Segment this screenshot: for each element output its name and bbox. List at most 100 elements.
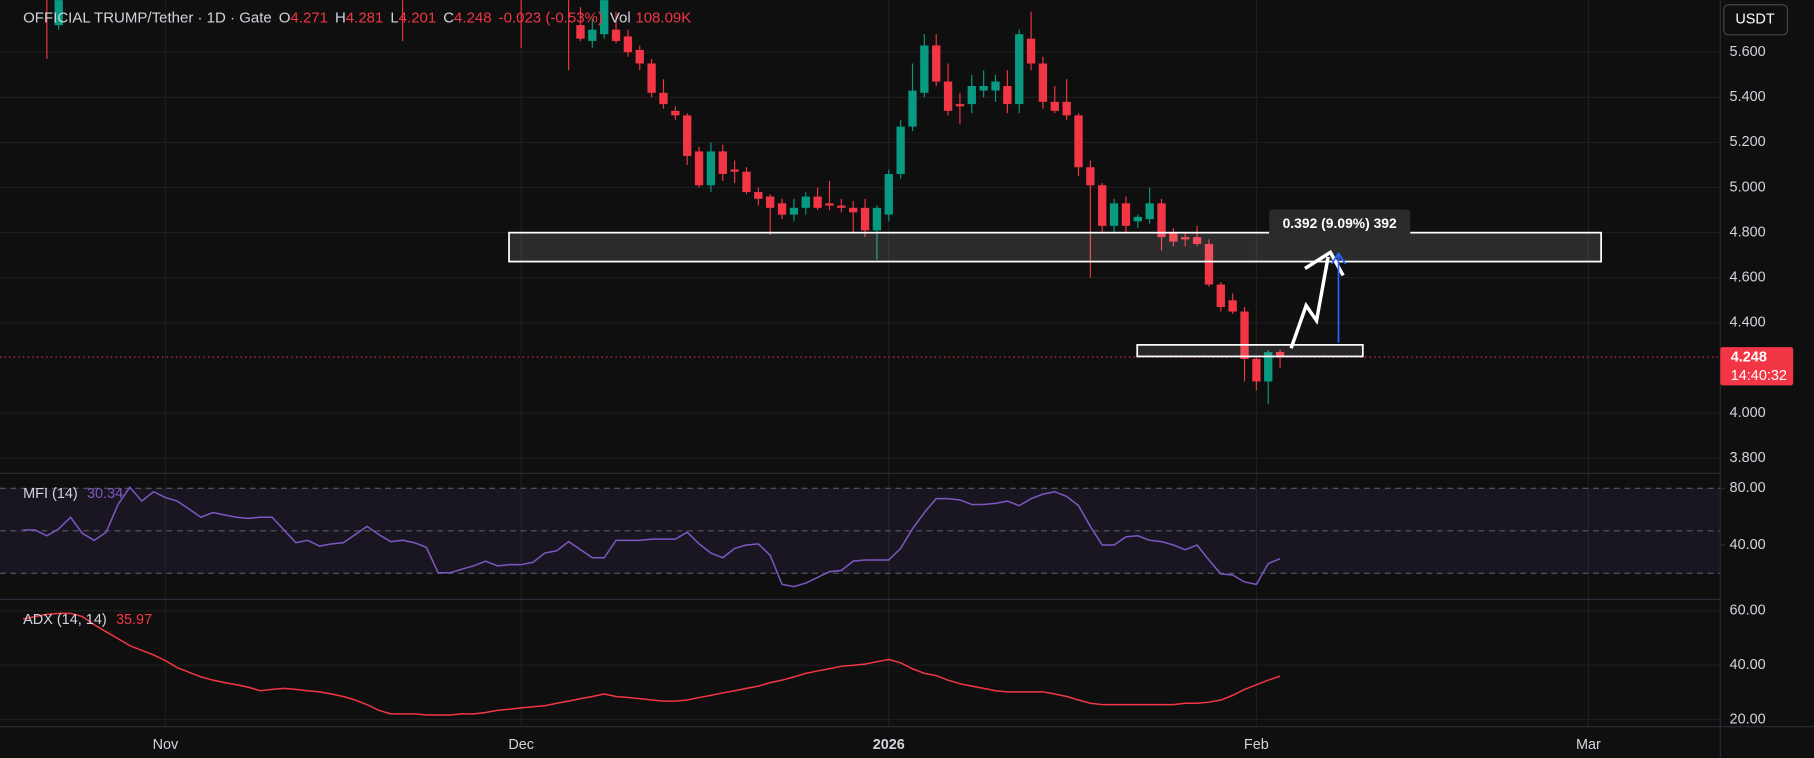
x-tick-label: Nov xyxy=(153,737,179,753)
candle-body xyxy=(920,45,929,93)
candle-body xyxy=(1038,63,1048,102)
candle-body xyxy=(777,203,787,215)
ohlc-label: H xyxy=(335,10,346,27)
y-tick-label: 4.400 xyxy=(1730,315,1766,331)
indicator-line xyxy=(23,485,1281,588)
candle-body xyxy=(1169,232,1178,242)
candle-body xyxy=(1050,101,1059,111)
candle-body xyxy=(588,29,597,41)
candle-body xyxy=(1062,101,1071,116)
candle-body xyxy=(742,171,751,193)
candle-body xyxy=(1145,203,1154,220)
y-tick-label: 5.600 xyxy=(1730,44,1766,60)
indicator-value: 30.34 xyxy=(87,486,123,502)
price-tag xyxy=(1720,347,1794,386)
candle-body xyxy=(967,86,976,105)
volume-label: Vol xyxy=(610,10,631,27)
candle-body xyxy=(872,207,882,231)
y-tick-label: 4.800 xyxy=(1730,224,1766,240)
x-tick-label: 2026 xyxy=(873,737,905,753)
candle-body xyxy=(825,203,834,206)
candle-body xyxy=(694,151,704,186)
candle-body xyxy=(955,104,965,107)
candle-body xyxy=(1264,352,1273,382)
candle-body xyxy=(1275,351,1285,358)
candle-body xyxy=(706,151,716,186)
candle-body xyxy=(884,173,893,215)
candle-body xyxy=(813,196,822,208)
candle-body xyxy=(1109,203,1119,226)
y-tick-label: 4.000 xyxy=(1730,405,1766,421)
change: -0.023 (-0.53%) xyxy=(499,10,603,27)
measure-box xyxy=(1269,209,1411,239)
ohlc-label: C xyxy=(443,10,454,27)
projection-arrow xyxy=(1289,256,1330,349)
candle-body xyxy=(837,205,846,208)
candle-body xyxy=(718,151,727,174)
candle-body xyxy=(1216,284,1225,308)
currency-button[interactable] xyxy=(1723,4,1788,36)
candle-body xyxy=(1252,358,1261,382)
candle-body xyxy=(1121,203,1131,226)
y-tick-label: 5.200 xyxy=(1730,134,1766,150)
y-tick-label: 80.00 xyxy=(1730,480,1766,496)
candle-body xyxy=(683,115,692,156)
candle-body xyxy=(1026,38,1036,64)
candle-body xyxy=(671,110,680,116)
candle-body xyxy=(1157,203,1166,238)
candle-body xyxy=(1240,311,1249,359)
candle-body xyxy=(932,45,941,82)
y-tick-label: 4.600 xyxy=(1730,270,1766,286)
y-tick-label: 20.00 xyxy=(1730,711,1766,727)
support-zone xyxy=(1136,344,1364,358)
candle-body xyxy=(623,36,633,53)
indicator-name: ADX (14, 14) xyxy=(23,612,107,628)
symbol: OFFICIAL TRUMP/Tether · 1D · Gate xyxy=(23,10,272,27)
grid-layer xyxy=(0,0,1721,727)
close-value: 4.248 xyxy=(454,10,492,27)
x-tick-label: Mar xyxy=(1576,737,1601,753)
candle-body xyxy=(1192,237,1202,244)
candle-body xyxy=(730,169,739,172)
currency-label[interactable]: USDT xyxy=(1735,12,1775,28)
y-tick-label: 5.400 xyxy=(1730,89,1766,105)
candle-body xyxy=(1074,115,1083,168)
resistance-zone xyxy=(508,231,1603,263)
candle-body xyxy=(908,90,917,127)
candle-body xyxy=(635,49,644,64)
y-tick-label: 40.00 xyxy=(1730,657,1766,673)
candle-body xyxy=(849,207,858,213)
volume-value: 108.09K xyxy=(635,10,691,27)
indicator-legend: ADX (14, 14) 35.97 xyxy=(23,612,152,628)
candle-body xyxy=(576,25,585,39)
candle-body xyxy=(611,29,621,41)
price-tag-value: 4.248 xyxy=(1731,349,1767,365)
measure-label: 0.392 (9.09%) 392 xyxy=(1283,215,1397,231)
candle-body xyxy=(1133,216,1142,222)
candle-body xyxy=(1086,167,1095,186)
candle-body xyxy=(1181,237,1190,240)
candle-layer xyxy=(46,0,1285,405)
candle-body xyxy=(943,81,953,111)
candle-body xyxy=(979,86,988,91)
candle-body xyxy=(754,192,763,199)
price-tag-countdown: 14:40:32 xyxy=(1731,368,1787,384)
y-tick-label: 40.00 xyxy=(1730,537,1766,553)
candle-body xyxy=(991,81,1000,91)
candle-body xyxy=(1204,243,1214,285)
x-tick-label: Feb xyxy=(1244,737,1269,753)
candle-body xyxy=(1098,185,1107,226)
candle-body xyxy=(896,126,905,174)
candle-body xyxy=(1015,34,1024,105)
candle-body xyxy=(801,196,810,208)
y-tick-label: 5.000 xyxy=(1730,179,1766,195)
candle-body xyxy=(860,207,870,231)
measure-arrow xyxy=(1330,251,1347,265)
candle-body xyxy=(600,0,609,35)
candle-body xyxy=(789,207,799,215)
x-tick-label: Dec xyxy=(508,737,534,753)
candle-body xyxy=(1228,300,1237,312)
